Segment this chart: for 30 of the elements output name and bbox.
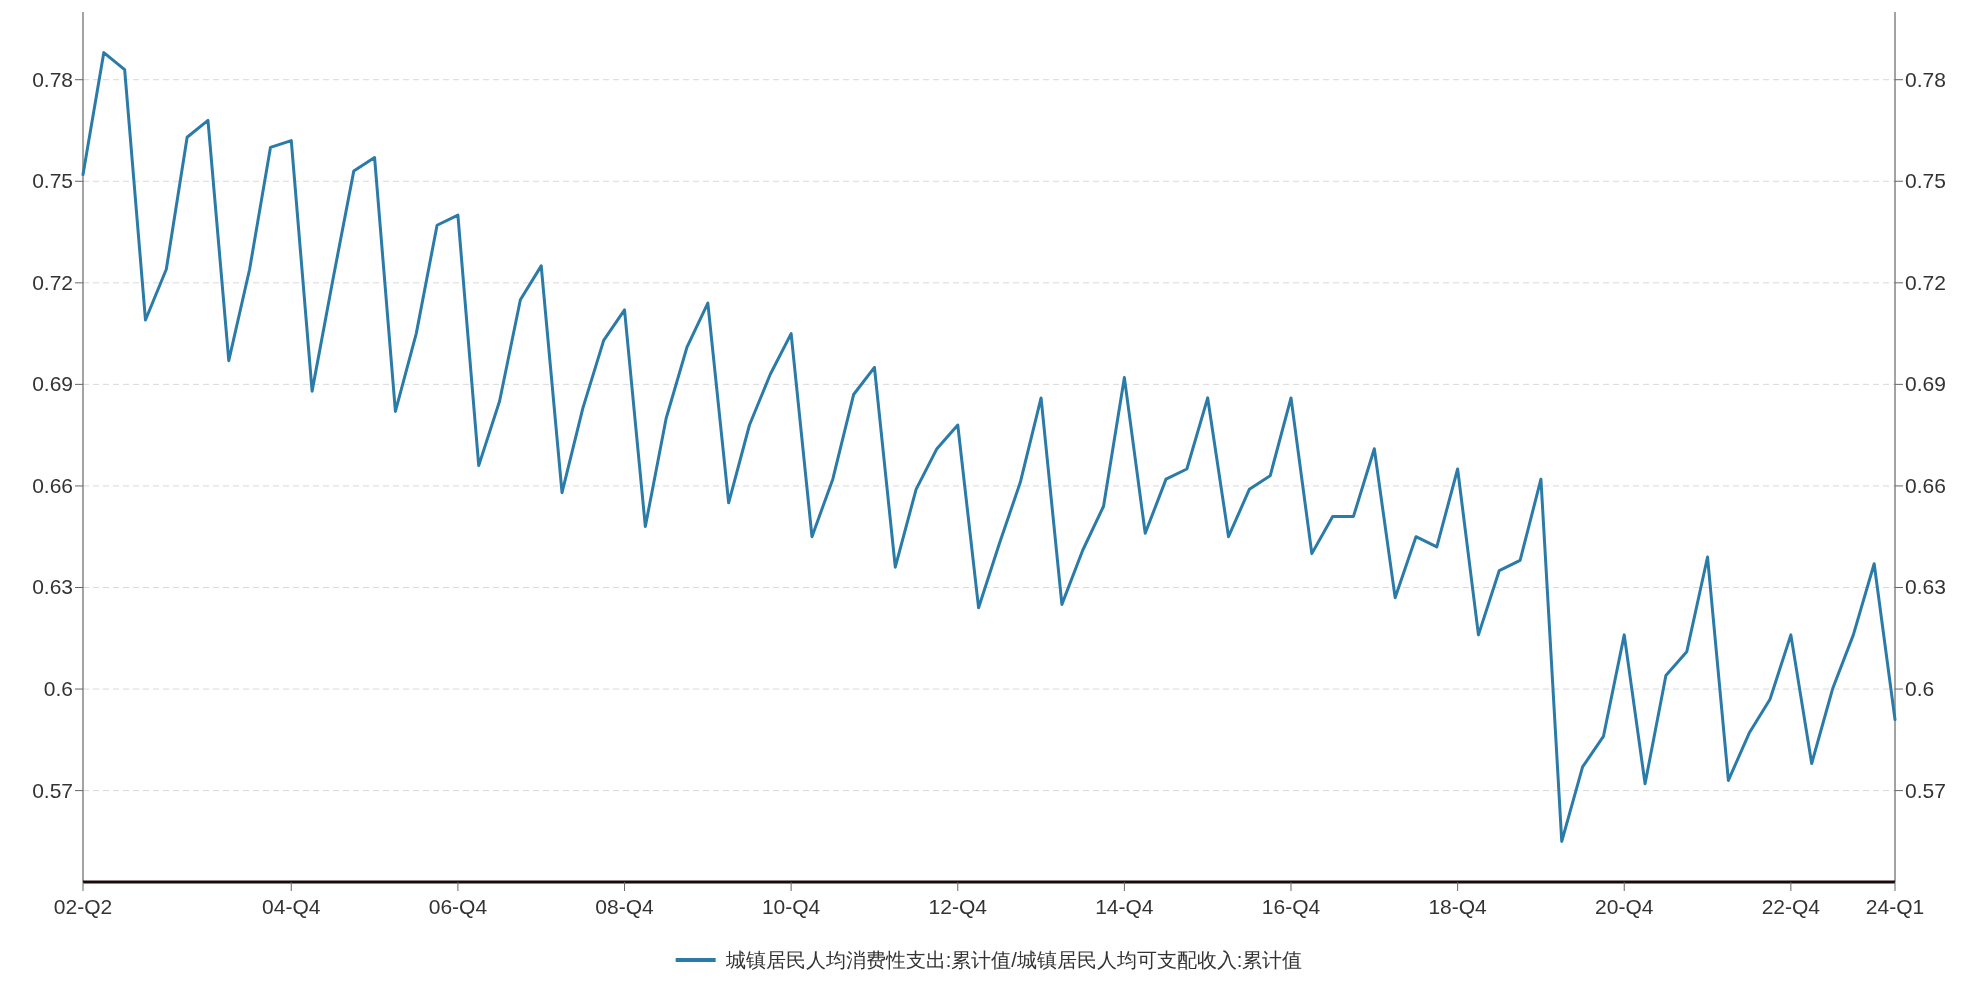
x-tick-label: 24-Q1	[1865, 895, 1925, 918]
y2-tick-label: 0.63	[1905, 575, 1946, 599]
y-tick-label: 0.72	[32, 270, 73, 294]
y-tick-label: 0.63	[32, 575, 73, 599]
x-tick-label: 20-Q4	[1595, 895, 1654, 918]
y2-tick-label: 0.69	[1905, 372, 1946, 396]
y2-tick-label: 0.72	[1905, 270, 1946, 294]
x-tick-label: 22-Q4	[1761, 895, 1821, 918]
x-tick-label: 16-Q4	[1261, 895, 1321, 918]
x-tick-label: 18-Q4	[1428, 895, 1488, 918]
y2-tick-label: 0.78	[1905, 67, 1946, 91]
y-tick-label: 0.69	[32, 372, 73, 396]
y-tick-label: 0.57	[32, 778, 73, 802]
x-tick-label: 10-Q4	[761, 895, 821, 918]
y-tick-label: 0.78	[32, 67, 73, 91]
x-tick-label: 08-Q4	[595, 895, 655, 918]
y2-tick-label: 0.66	[1905, 473, 1946, 497]
legend-label: 城镇居民人均消费性支出:累计值/城镇居民人均可支配收入:累计值	[724, 949, 1303, 971]
y-tick-label: 0.66	[32, 473, 73, 497]
x-tick-label: 04-Q4	[262, 895, 321, 918]
y2-tick-label: 0.57	[1905, 778, 1946, 802]
line-series	[81, 51, 1897, 843]
y-tick-label: 0.6	[43, 677, 73, 701]
x-tick-label: 02-Q2	[53, 895, 113, 918]
y2-tick-label: 0.6	[1905, 677, 1935, 701]
x-tick-label: 06-Q4	[428, 895, 488, 918]
y-tick-label: 0.75	[32, 169, 73, 193]
x-tick-label: 12-Q4	[928, 895, 988, 918]
y2-tick-label: 0.75	[1905, 169, 1946, 193]
x-tick-label: 14-Q4	[1095, 895, 1154, 918]
